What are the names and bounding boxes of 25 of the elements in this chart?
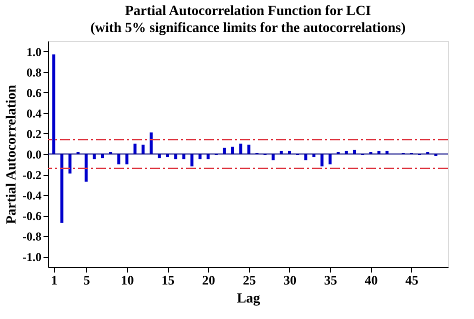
y-tick-label: 0.0 xyxy=(26,148,42,162)
y-tick-label: -0.6 xyxy=(22,209,42,224)
x-tick-label: 5 xyxy=(83,272,90,288)
y-tick-label: -0.4 xyxy=(22,188,42,203)
y-tick-label: 1.0 xyxy=(26,44,42,59)
y-tick-label: 0.8 xyxy=(26,65,42,80)
x-tick-label: 45 xyxy=(405,272,419,288)
y-tick-label: 0.6 xyxy=(26,86,42,100)
chart-subtitle: (with 5% significance limits for the autocorrelations) xyxy=(90,21,406,36)
y-axis-title: Partial Autocorrelation xyxy=(4,84,20,224)
x-tick-label: 20 xyxy=(202,272,216,288)
y-tick-label: 0.4 xyxy=(26,106,42,120)
x-tick-label: 30 xyxy=(283,272,296,288)
x-tick-label: 10 xyxy=(120,272,134,288)
x-tick-label: 25 xyxy=(242,272,256,288)
x-tick-label: 40 xyxy=(364,272,378,288)
x-axis-title: Lag xyxy=(236,292,260,306)
x-tick-label: 1 xyxy=(50,272,58,288)
x-tick-label: 35 xyxy=(324,272,338,288)
y-tick-label: -1.0 xyxy=(22,250,42,264)
chart-title: Partial Autocorrelation Function for LCI xyxy=(124,4,372,19)
y-tick-label: -0.8 xyxy=(22,230,42,244)
y-tick-label: 0.2 xyxy=(26,126,42,141)
y-tick-label: -0.2 xyxy=(22,168,42,182)
x-tick-label: 15 xyxy=(162,272,176,288)
